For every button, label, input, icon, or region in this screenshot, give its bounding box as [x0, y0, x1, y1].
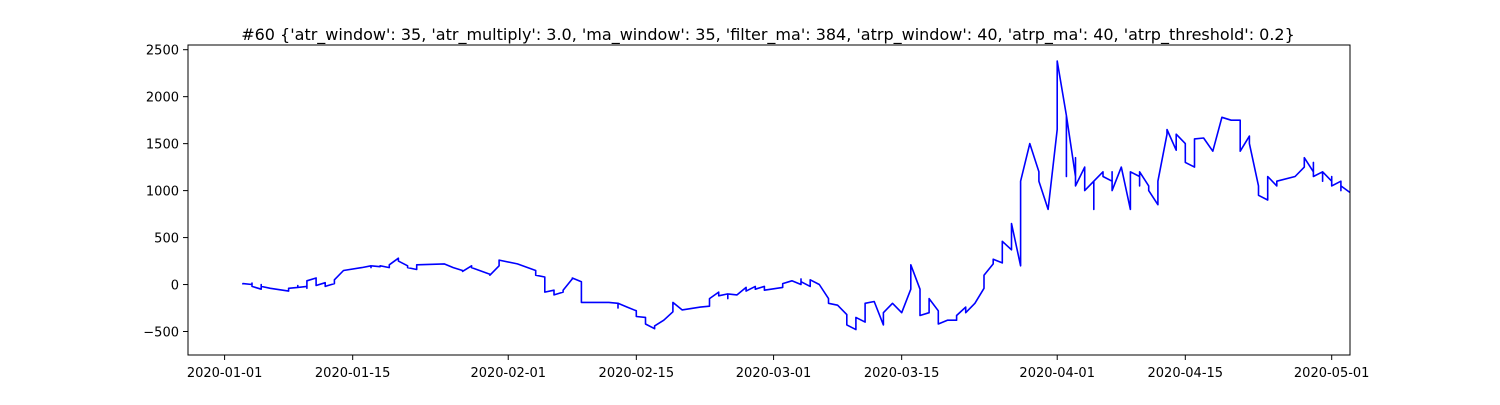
x-tick-label: 2020-03-15: [864, 366, 940, 381]
x-tick-label: 2020-03-01: [736, 366, 812, 381]
y-tick-label: 1000: [146, 185, 179, 200]
x-tick-label: 2020-05-01: [1294, 366, 1370, 381]
y-axis: −500 0 500 1000 1500 2000 2500: [143, 44, 188, 341]
plot-frame: [187, 44, 1351, 356]
x-tick-label: 2020-04-01: [1019, 366, 1095, 381]
x-tick-label: 2020-02-01: [470, 366, 546, 381]
series-line-0: [242, 60, 1351, 331]
plot-series: [242, 60, 1351, 331]
x-tick-label: 2020-01-01: [187, 366, 263, 381]
x-tick-label: 2020-04-15: [1148, 366, 1224, 381]
y-tick-label: 1500: [146, 138, 179, 153]
y-tick-label: 2500: [146, 44, 179, 59]
y-tick-label: 500: [154, 232, 179, 247]
x-tick-label: 2020-02-15: [599, 366, 675, 381]
x-axis: 2020-01-01 2020-01-15 2020-02-01 2020-02-15…: [187, 355, 1370, 381]
x-tick-label: 2020-01-15: [315, 366, 391, 381]
y-tick-label: −500: [143, 326, 179, 341]
chart-title: #60 {'atr_window': 35, 'atr_multiply': 3…: [241, 25, 1295, 45]
y-tick-label: 0: [171, 279, 179, 294]
y-tick-label: 2000: [146, 91, 179, 106]
